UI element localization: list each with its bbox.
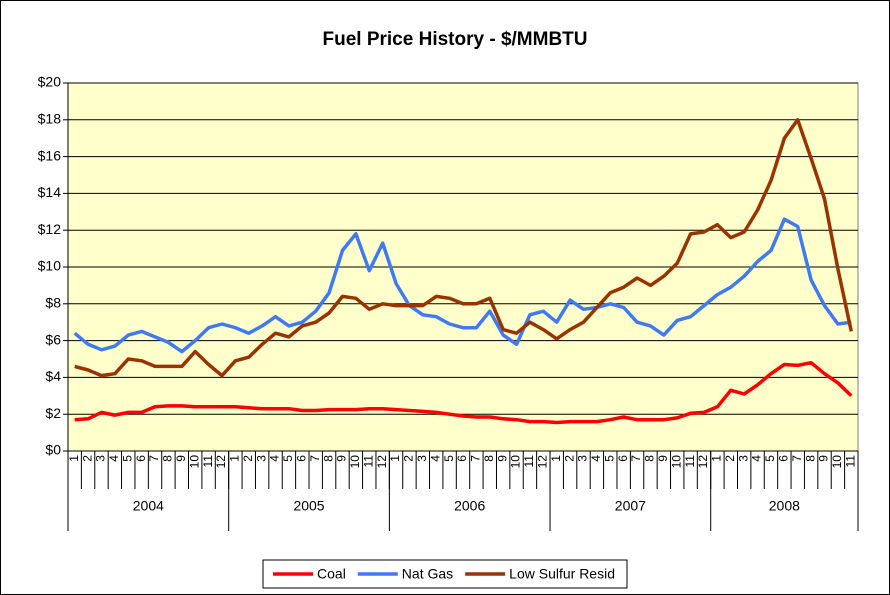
- y-tick-label: $2: [45, 405, 61, 421]
- x-tick-label: 9: [335, 455, 349, 462]
- x-tick-label: 3: [94, 455, 108, 462]
- x-tick-label: 4: [268, 455, 282, 462]
- x-tick-label: 9: [495, 455, 509, 462]
- x-tick-label: 2: [723, 455, 737, 462]
- x-tick-label: 10: [830, 455, 844, 469]
- x-tick-label: 1: [388, 455, 402, 462]
- group-label: 2006: [454, 498, 485, 514]
- x-tick-label: 1: [549, 455, 563, 462]
- group-label: 2008: [769, 498, 800, 514]
- y-tick-label: $8: [45, 295, 61, 311]
- x-tick-label: 7: [790, 455, 804, 462]
- legend-label: Coal: [317, 566, 346, 582]
- x-tick-label: 4: [428, 455, 442, 462]
- y-tick-label: $6: [45, 331, 61, 347]
- series-line: [73, 217, 852, 354]
- y-tick-label: $18: [38, 111, 62, 127]
- x-tick-label: 6: [616, 455, 630, 462]
- x-tick-label: 2: [562, 455, 576, 462]
- y-tick-label: $14: [38, 184, 62, 200]
- x-tick-label: 8: [643, 455, 657, 462]
- x-tick-label: 12: [375, 455, 389, 469]
- y-tick-label: $0: [45, 442, 61, 458]
- x-tick-label: 11: [522, 455, 536, 468]
- x-tick-label: 4: [750, 455, 764, 462]
- x-tick-label: 3: [736, 455, 750, 462]
- x-tick-label: 1: [67, 455, 81, 462]
- x-tick-label: 2: [241, 455, 255, 462]
- x-tick-label: 5: [602, 455, 616, 462]
- x-tick-label: 5: [763, 455, 777, 462]
- x-tick-label: 7: [147, 455, 161, 462]
- x-tick-label: 5: [442, 455, 456, 462]
- y-tick-label: $12: [38, 221, 62, 237]
- x-tick-label: 2: [402, 455, 416, 462]
- x-tick-label: 10: [509, 455, 523, 469]
- x-tick-label: 3: [254, 455, 268, 462]
- x-tick-label: 11: [201, 455, 215, 468]
- x-tick-label: 12: [214, 455, 228, 469]
- y-tick-label: $20: [38, 74, 62, 90]
- x-tick-label: 11: [843, 455, 857, 468]
- series-line: [74, 360, 853, 425]
- x-tick-label: 3: [576, 455, 590, 462]
- x-tick-label: 9: [656, 455, 670, 462]
- x-tick-label: 5: [120, 455, 134, 462]
- x-tick-label: 6: [777, 455, 791, 462]
- x-tick-label: 12: [696, 455, 710, 469]
- x-tick-label: 7: [308, 455, 322, 462]
- x-tick-label: 8: [803, 455, 817, 462]
- x-tick-label: 12: [536, 455, 550, 469]
- x-tick-label: 4: [107, 455, 121, 462]
- legend-label: Low Sulfur Resid: [509, 566, 615, 582]
- chart-title: Fuel Price History - $/MMBTU: [323, 29, 588, 50]
- x-tick-label: 6: [294, 455, 308, 462]
- group-label: 2005: [293, 498, 324, 514]
- group-label: 2004: [133, 498, 164, 514]
- x-tick-label: 1: [710, 455, 724, 462]
- x-tick-label: 7: [629, 455, 643, 462]
- x-tick-label: 11: [683, 455, 697, 468]
- x-tick-label: 1: [228, 455, 242, 462]
- x-tick-label: 10: [187, 455, 201, 469]
- x-tick-label: 7: [469, 455, 483, 462]
- y-tick-label: $10: [38, 258, 62, 274]
- x-tick-label: 10: [669, 455, 683, 469]
- group-label: 2007: [615, 498, 646, 514]
- x-tick-label: 6: [455, 455, 469, 462]
- x-tick-label: 5: [281, 455, 295, 462]
- x-tick-label: 9: [174, 455, 188, 462]
- legend-label: Nat Gas: [402, 566, 453, 582]
- x-tick-label: 10: [348, 455, 362, 469]
- series-line: [74, 118, 854, 378]
- x-tick-label: 4: [589, 455, 603, 462]
- x-tick-label: 6: [134, 455, 148, 462]
- x-tick-label: 9: [817, 455, 831, 462]
- x-tick-label: 3: [415, 455, 429, 462]
- y-tick-label: $16: [38, 147, 62, 163]
- x-tick-label: 8: [161, 455, 175, 462]
- x-tick-label: 8: [482, 455, 496, 462]
- x-tick-label: 8: [321, 455, 335, 462]
- y-tick-label: $4: [45, 368, 61, 384]
- x-tick-label: 2: [80, 455, 94, 462]
- legend-box: [262, 559, 628, 589]
- legend: Coal Nat Gas Low Sulfur Resid: [262, 559, 628, 589]
- x-tick-label: 11: [361, 455, 375, 468]
